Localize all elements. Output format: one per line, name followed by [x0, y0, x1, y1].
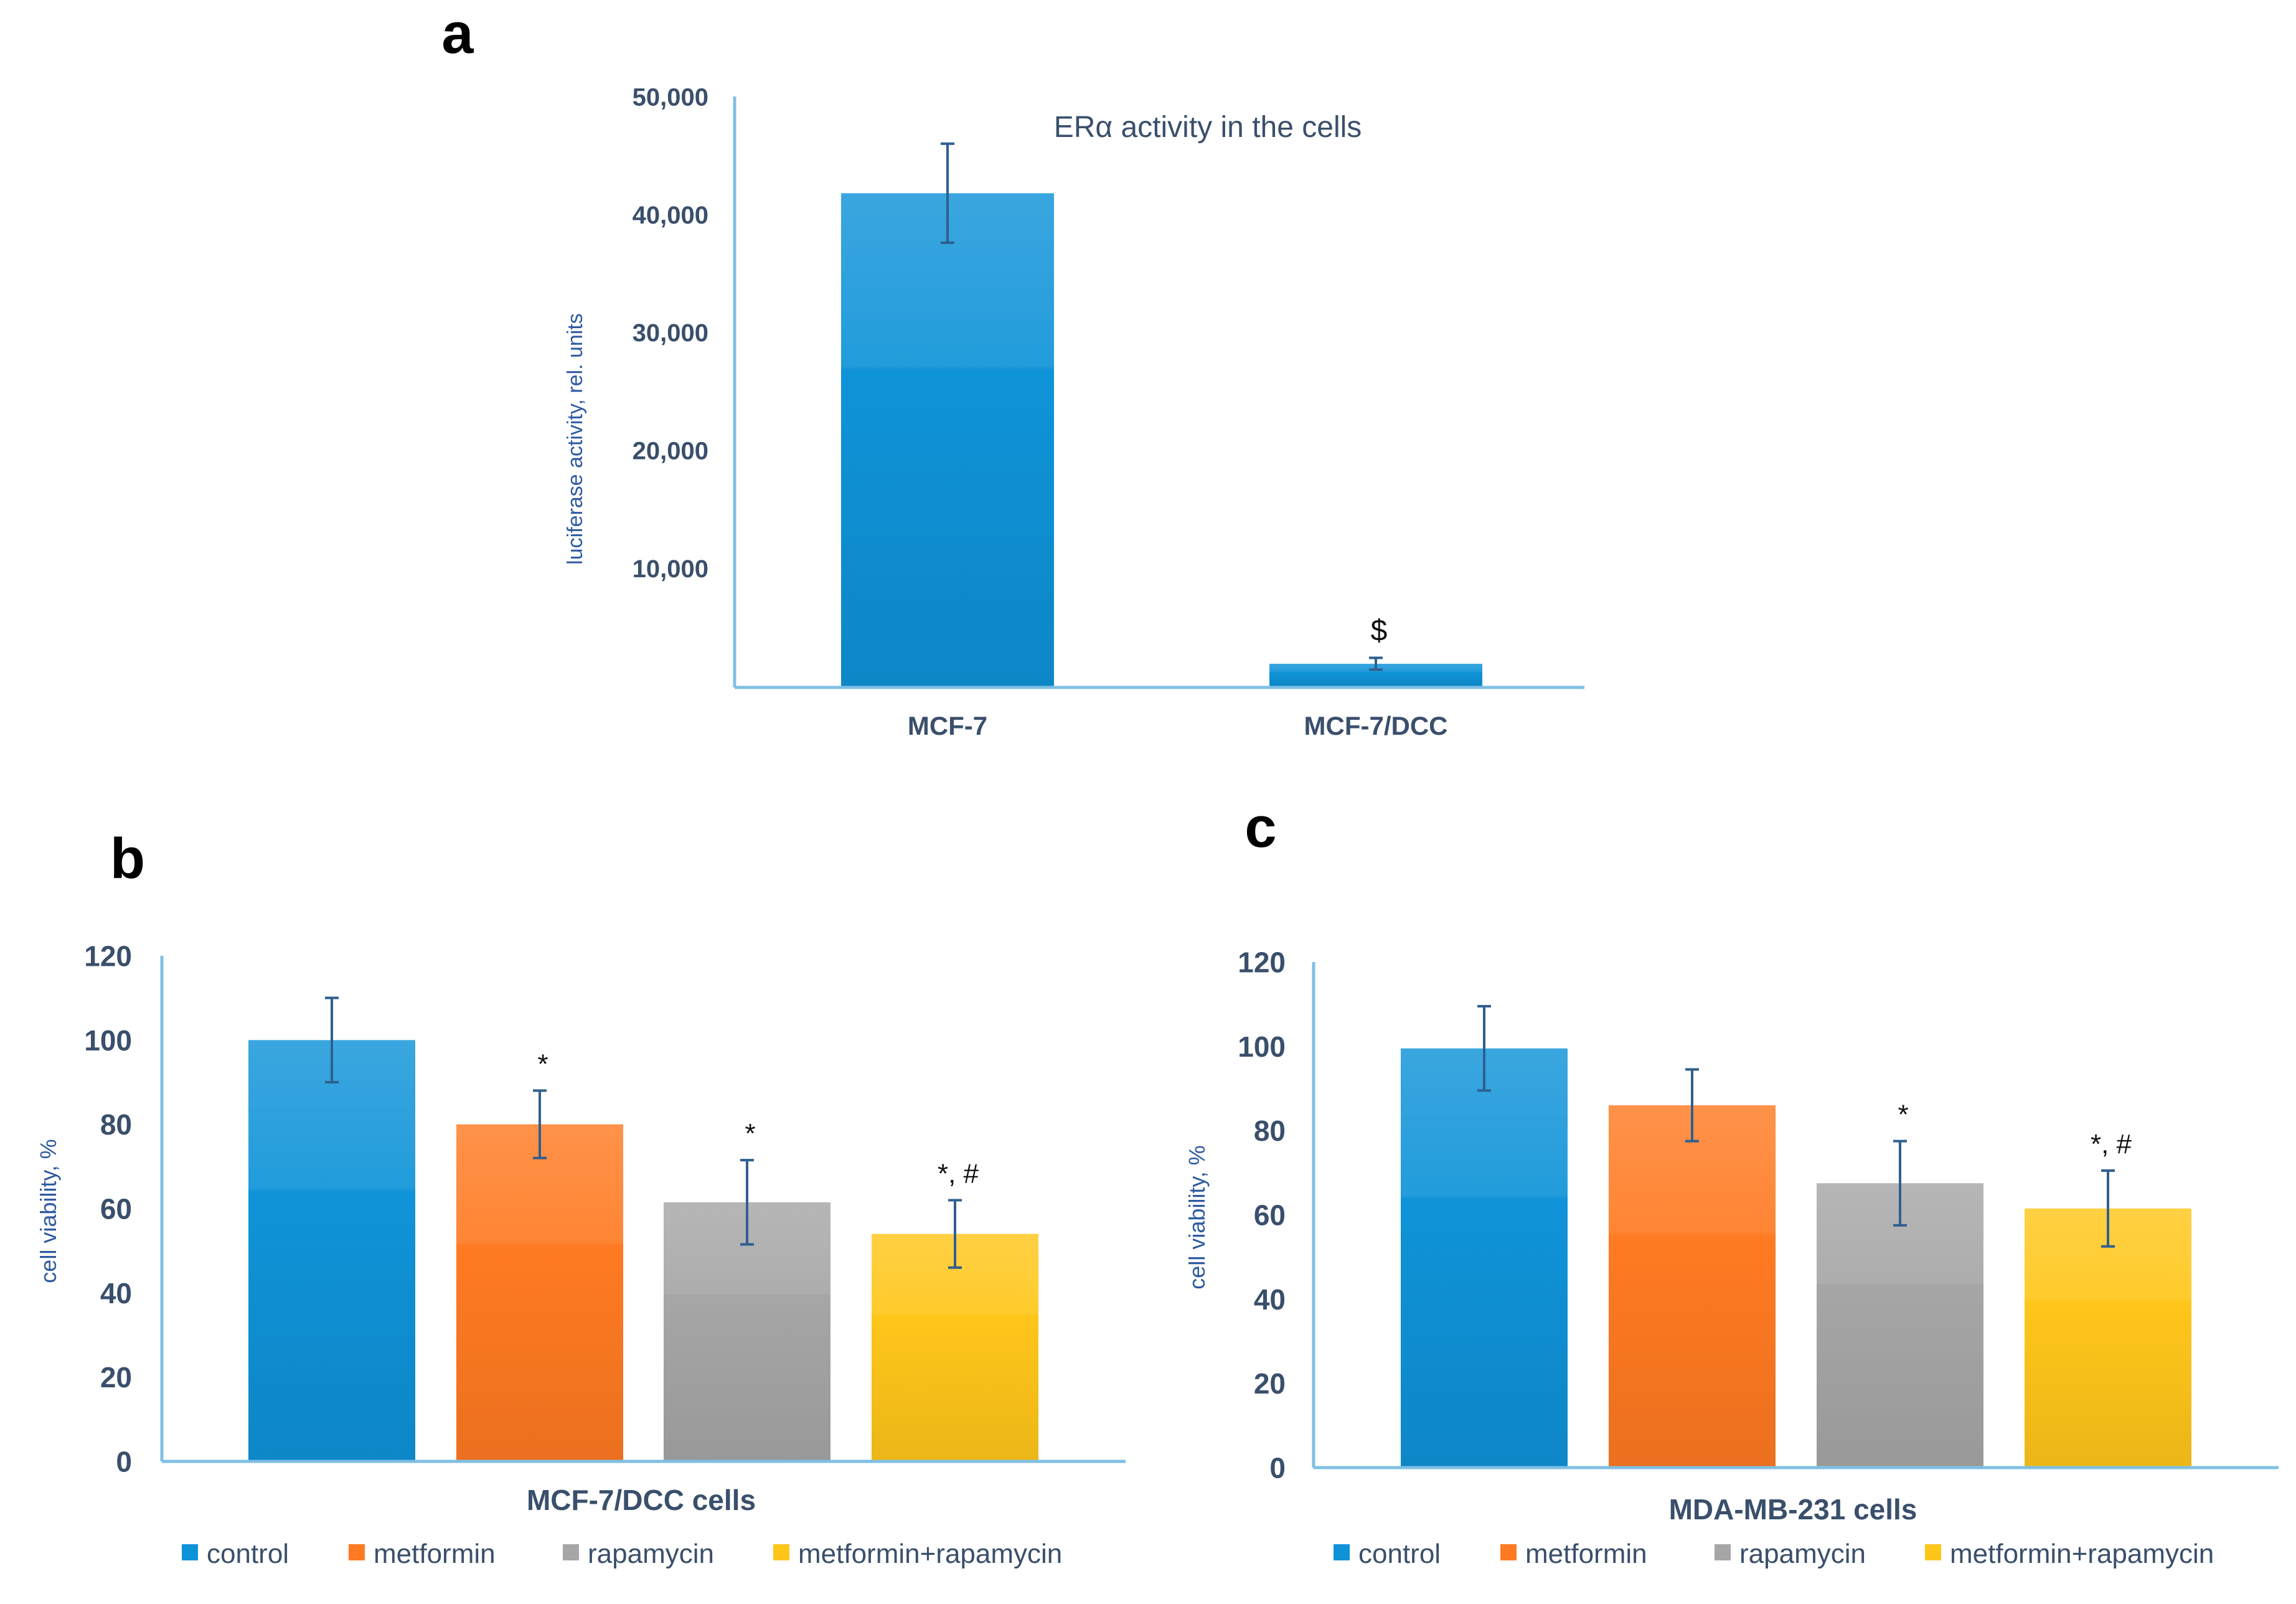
legend-label-b-4: metformin+rapamycin	[798, 1539, 1062, 1569]
y-tick-label-c: 100	[1238, 1031, 1286, 1063]
legend-label-b-2: metformin	[374, 1539, 496, 1569]
y-tick-label-c: 60	[1254, 1199, 1286, 1232]
panel-letter-a: a	[441, 2, 474, 65]
plot-area-c: 0 20 40 60 80 100 120 * *, #	[1238, 946, 2279, 1484]
panel-letter-c: c	[1244, 796, 1276, 859]
y-tick-label-b: 120	[84, 940, 132, 973]
y-tick-label-b: 100	[84, 1024, 132, 1057]
axes-b	[160, 956, 1126, 1463]
legend-label-b-3: rapamycin	[588, 1539, 714, 1569]
panel-c: c cell viability, % MDA-MB-231 cells 0 20…	[1184, 796, 2279, 1569]
bar-b-4	[872, 1234, 1038, 1461]
y-tick-label-b: 80	[100, 1108, 132, 1141]
error-bar-c-4	[2101, 1169, 2115, 1248]
plot-area-a: 10,000 20,000 30,000 40,000 50,000 MCF-7 $ MCF-…	[633, 83, 1584, 740]
error-bar-a-1	[941, 142, 954, 244]
y-tick-label-b: 20	[100, 1361, 132, 1394]
legend-swatch-c-3	[1715, 1544, 1731, 1560]
legend-swatch-c-2	[1500, 1544, 1517, 1560]
legend-label-c-1: control	[1358, 1539, 1441, 1569]
panel-letter-b: b	[110, 827, 145, 890]
y-tick-label-a: 20,000	[633, 438, 708, 465]
bar-b-2	[456, 1124, 623, 1461]
x-tick-label-a-2: MCF-7/DCC	[1304, 711, 1448, 740]
error-bar-c-3	[1893, 1139, 1907, 1227]
legend-label-c-3: rapamycin	[1739, 1539, 1866, 1569]
legend-label-c-2: metformin	[1525, 1539, 1647, 1569]
legend-swatch-b-1	[182, 1544, 198, 1560]
legend-swatch-b-2	[349, 1544, 365, 1560]
error-bar-c-1	[1477, 1005, 1491, 1092]
error-bar-b-1	[325, 996, 339, 1083]
y-tick-label-b: 40	[100, 1277, 132, 1309]
bar-c-3	[1817, 1183, 1983, 1468]
y-tick-label-b: 0	[116, 1446, 132, 1478]
plot-area-b: 0 20 40 60 80 100 120 * * *, #	[84, 940, 1126, 1478]
legend-label-c-4: metformin+rapamycin	[1950, 1539, 2214, 1569]
error-bar-c-2	[1685, 1068, 1699, 1143]
legend-label-b-1: control	[207, 1539, 289, 1569]
bar-c-2	[1609, 1105, 1776, 1468]
x-axis-label-b: MCF-7/DCC cells	[527, 1484, 756, 1516]
significance-mark-c-3: *	[1898, 1100, 1908, 1130]
y-tick-label-c: 40	[1254, 1283, 1286, 1316]
x-axis-label-c: MDA-MB-231 cells	[1669, 1493, 1917, 1526]
y-axis-label-a: luciferase activity, rel. units	[563, 313, 587, 565]
y-tick-label-a: 30,000	[633, 319, 708, 347]
y-tick-label-c: 0	[1269, 1452, 1286, 1484]
significance-mark-c-4: *, #	[2091, 1129, 2132, 1159]
y-tick-label-c: 20	[1254, 1367, 1286, 1400]
axes-c	[1312, 962, 2279, 1470]
legend-swatch-b-3	[563, 1544, 579, 1560]
axes-a	[733, 97, 1584, 689]
legend-swatch-b-4	[773, 1544, 789, 1560]
y-tick-label-a: 40,000	[633, 202, 708, 229]
bar-c-1	[1401, 1048, 1568, 1468]
significance-mark-a-2: $	[1371, 615, 1388, 648]
bar-a-1	[841, 193, 1054, 687]
legend-swatch-c-1	[1334, 1544, 1350, 1560]
y-tick-label-c: 80	[1254, 1115, 1286, 1147]
error-bar-a-2	[1369, 656, 1383, 671]
error-bar-b-2	[533, 1089, 547, 1159]
legend-swatch-c-4	[1925, 1544, 1941, 1560]
y-tick-label-c: 120	[1238, 946, 1286, 979]
bar-b-1	[248, 1040, 415, 1461]
y-axis-label-c: cell viability, %	[1184, 1145, 1210, 1289]
y-tick-label-b: 60	[100, 1193, 132, 1225]
panel-a: a ERα activity in the cells luciferase a…	[441, 2, 1584, 740]
significance-mark-b-2: *	[537, 1049, 548, 1080]
bar-c-4	[2025, 1208, 2191, 1468]
significance-mark-b-4: *, #	[938, 1158, 979, 1189]
x-tick-label-a-1: MCF-7	[908, 711, 987, 740]
chart-title-a: ERα activity in the cells	[1054, 111, 1362, 144]
y-tick-label-a: 50,000	[633, 83, 708, 111]
error-bar-b-3	[740, 1159, 754, 1246]
legend-c: control metformin rapamycin metformin+rapam…	[1334, 1539, 2214, 1569]
y-tick-label-a: 10,000	[633, 555, 708, 583]
panel-b: b cell viability, % MCF-7/DCC cells 0 20 4…	[35, 827, 1126, 1569]
error-bar-b-4	[948, 1199, 962, 1269]
significance-mark-b-3: *	[745, 1118, 755, 1149]
y-axis-label-b: cell viability, %	[35, 1139, 61, 1283]
legend-b: control metformin rapamycin metformin+rapam…	[182, 1539, 1062, 1569]
